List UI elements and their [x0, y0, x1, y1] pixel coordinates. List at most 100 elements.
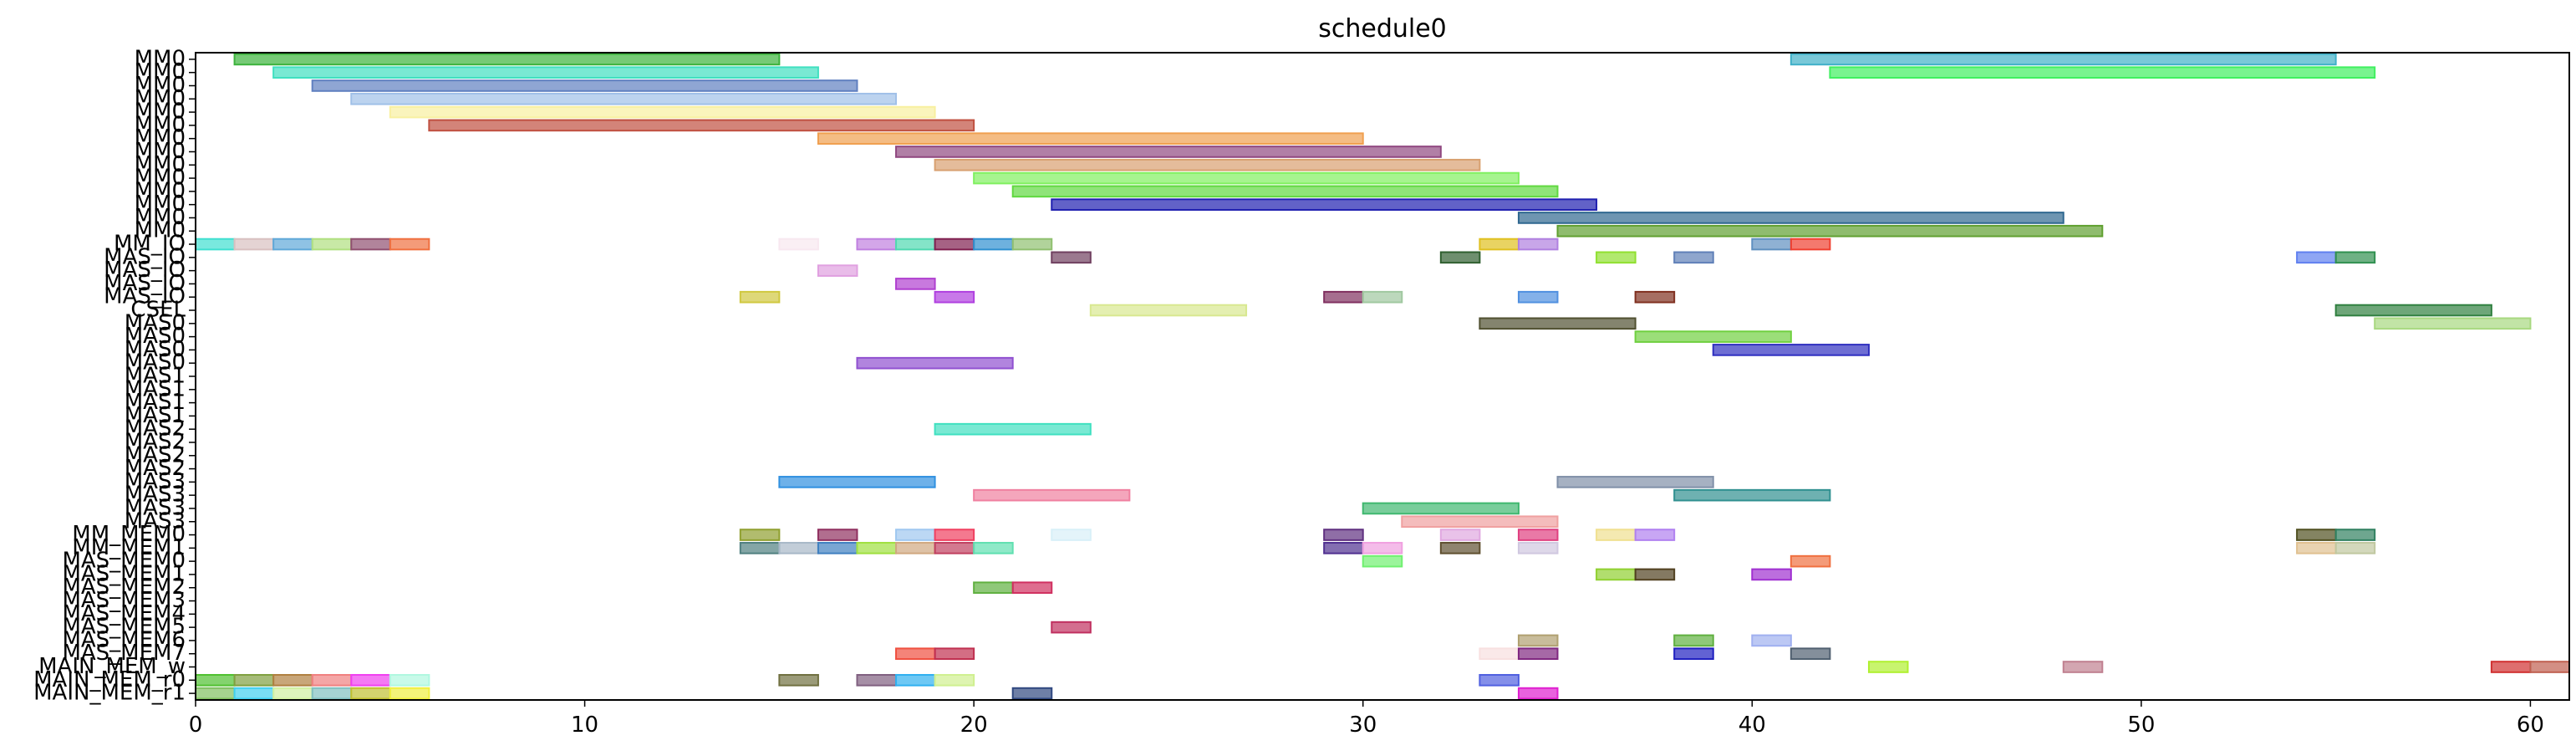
- y-tick-label: MAS_MEM3: [62, 588, 186, 613]
- task-bar: [272, 66, 819, 79]
- task-bar: [1634, 529, 1676, 541]
- y-tick-label: MAIN_MEM_w: [38, 654, 186, 679]
- task-bar: [1479, 238, 1520, 251]
- y-tick-labels: MM0MM0MM0MM0MM0MM0MM0MM0MM0MM0MM0MM0MM0M…: [33, 46, 196, 706]
- task-bar: [1517, 529, 1559, 541]
- y-tick-label: MAS0: [125, 350, 186, 375]
- task-bar: [1517, 647, 1559, 661]
- task-bar: [389, 673, 430, 687]
- task-bar: [272, 687, 313, 700]
- task-bar: [1789, 647, 1831, 661]
- y-tick-label: MAS1: [125, 364, 186, 389]
- task-bar: [1751, 634, 1792, 647]
- y-tick-label: MAS2: [125, 429, 186, 454]
- task-bar: [1517, 634, 1559, 647]
- task-bar: [1751, 568, 1792, 581]
- task-bar: [195, 238, 236, 251]
- y-tick-label: MM0: [135, 73, 186, 98]
- task-bar: [1596, 251, 1637, 264]
- y-tick-label: MM_MEM0: [72, 522, 186, 547]
- task-bar: [739, 529, 781, 541]
- task-bar: [1751, 238, 1792, 251]
- task-bar: [778, 476, 936, 488]
- task-bar: [973, 542, 1014, 554]
- task-bar: [1673, 251, 1714, 264]
- task-bar: [1479, 647, 1520, 661]
- y-tick-label: MAS_MEM2: [62, 575, 186, 600]
- y-tick-label: MM0: [135, 218, 186, 243]
- y-tick-label: MM0: [135, 152, 186, 177]
- task-bar: [233, 673, 275, 687]
- y-tick-label: MAS1: [125, 403, 186, 428]
- task-bar: [739, 542, 781, 554]
- task-bar: [311, 687, 353, 700]
- task-bar: [1323, 529, 1364, 541]
- task-bar: [350, 673, 391, 687]
- task-bar: [1323, 542, 1364, 554]
- task-bar: [1789, 554, 1831, 568]
- task-bar: [1051, 251, 1092, 264]
- y-tick-label: MAS_MEM6: [62, 627, 186, 652]
- y-tick-label: MAIN_MEM_r1: [33, 681, 186, 706]
- y-tick-label: MM0: [135, 59, 186, 84]
- y-tick-label: MAS_IO: [104, 271, 186, 296]
- y-tick-label: MM0: [135, 86, 186, 111]
- y-tick-label: MAS_IO: [104, 284, 186, 309]
- task-bar: [1401, 515, 1559, 529]
- task-bar: [1517, 290, 1559, 304]
- task-bar: [934, 647, 975, 661]
- task-bar: [1596, 568, 1637, 581]
- task-bar: [934, 158, 1481, 171]
- task-bar: [1089, 304, 1248, 317]
- task-bar: [817, 132, 1364, 145]
- task-bar: [2334, 529, 2376, 541]
- x-tick-label: 40: [1739, 713, 1766, 738]
- task-bar: [1517, 542, 1559, 554]
- task-bar: [2334, 304, 2492, 317]
- y-tick-label: CSEL: [130, 298, 186, 323]
- x-tick-label: 0: [189, 713, 203, 738]
- x-tick-label: 50: [2127, 713, 2155, 738]
- task-bar: [895, 542, 936, 554]
- y-tick-label: MAS0: [125, 310, 186, 335]
- task-bar: [1439, 542, 1481, 554]
- task-bar: [233, 687, 275, 700]
- task-bar: [1323, 290, 1364, 304]
- task-bar: [934, 542, 975, 554]
- task-bar: [817, 542, 858, 554]
- task-bar: [1362, 542, 1403, 554]
- task-bar: [350, 92, 898, 105]
- x-tick-label: 60: [2517, 713, 2544, 738]
- task-bar: [272, 238, 313, 251]
- y-tick-label: MM_IO: [114, 232, 186, 257]
- task-bar: [934, 529, 975, 541]
- y-tick-label: MM0: [135, 192, 186, 217]
- chart-title: schedule0: [1318, 14, 1447, 43]
- task-bar: [1479, 317, 1637, 330]
- task-bar: [934, 238, 975, 251]
- task-bar: [2062, 661, 2104, 673]
- task-bar: [1011, 238, 1053, 251]
- task-bar: [2490, 661, 2532, 673]
- task-bar: [2296, 529, 2337, 541]
- y-tick-label: MAS0: [125, 337, 186, 362]
- task-bar: [739, 290, 781, 304]
- task-bar: [350, 687, 391, 700]
- task-bar: [1634, 330, 1792, 343]
- task-bar: [1517, 238, 1559, 251]
- task-bar: [233, 53, 781, 66]
- y-tick-label: MM0: [135, 166, 186, 191]
- task-bar: [856, 238, 898, 251]
- task-bar: [1634, 568, 1676, 581]
- task-bar: [856, 673, 898, 687]
- task-bar: [817, 529, 858, 541]
- task-bar: [1673, 634, 1714, 647]
- y-tick-label: MAS2: [125, 456, 186, 481]
- y-tick-label: MAS0: [125, 324, 186, 349]
- task-bar: [1829, 66, 2376, 79]
- task-bar: [778, 673, 819, 687]
- task-bar: [934, 673, 975, 687]
- y-tick-label: MAIN_MEM_r0: [33, 667, 186, 692]
- y-tick-label: MM0: [135, 112, 186, 137]
